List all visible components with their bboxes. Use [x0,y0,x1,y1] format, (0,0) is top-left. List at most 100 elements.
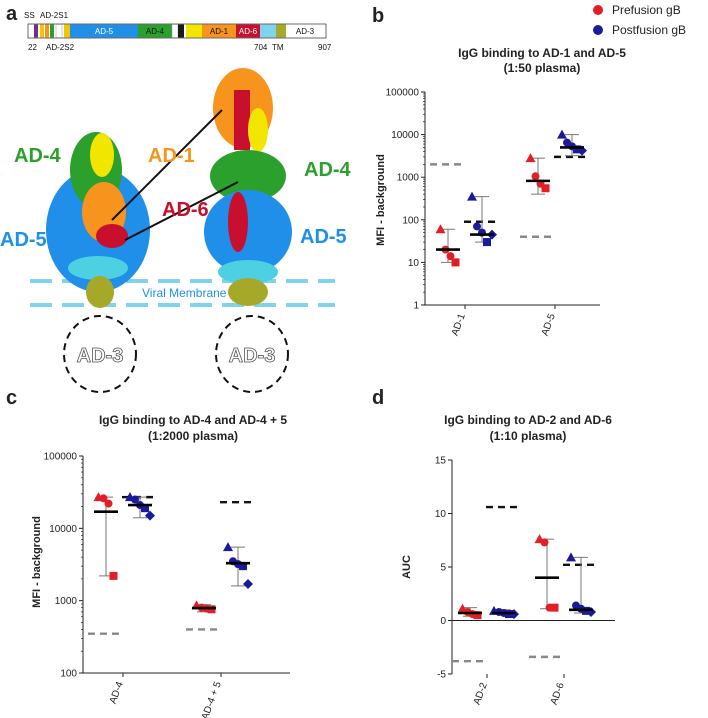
chart-d-xtick-label: AD-6 [549,681,567,707]
chart-b-point [531,172,540,181]
chart-d: IgG binding to AD-2 and AD-6 (1:10 plasm… [401,413,615,706]
legend-marker-postfusion [593,25,603,35]
chart-b-subtitle: (1:50 plasma) [504,61,581,75]
domain-seg-ad5 [70,24,138,38]
domain-label-tm: TM [272,43,284,52]
panel-label-d: d [372,387,384,409]
chart-b-point [541,184,550,193]
domain-label-ss: SS [24,11,35,20]
domain-label-907: 907 [318,43,332,52]
chart-b-ytick-label: 1000 [397,173,420,184]
chart-b-point [473,222,481,231]
post-red-stalk [234,90,250,150]
left-label-ad5: AD-5 [0,229,47,251]
chart-c-ytick-label: 100 [60,669,77,680]
domain-seg-yellow-a [64,24,70,38]
chart-b-point [483,238,491,247]
chart-d-point [566,552,576,562]
post-ad5-body [204,190,292,274]
post-ad4-body [210,150,286,202]
chart-b-point [451,258,460,267]
chart-c-point [239,562,247,571]
chart-b-xtick-label: AD-1 [450,312,468,338]
domain-seg-ad5-label: AD-5 [95,27,114,36]
chart-c: IgG binding to AD-4 and AD-4 + 5 (1:2000… [31,413,290,718]
domain-seg-ad2s2 [171,24,179,38]
chart-d-ytick-label: 15 [435,456,447,467]
pre-yellow-core [90,133,114,177]
domain-seg-ad4-label: AD-4 [146,27,165,36]
chart-d-ytick-label: 5 [440,563,446,574]
domain-seg-small-2 [45,24,49,38]
chart-d-subtitle: (1:10 plasma) [490,429,567,443]
domain-label-22: 22 [28,43,37,52]
chart-c-point [104,499,113,508]
chart-c-point [223,542,233,552]
domain-seg-ad4 [138,24,172,38]
legend: Prefusion gB Postfusion gB [593,3,686,37]
domain-label-704: 704 [254,43,268,52]
chart-b: IgG binding to AD-1 and AD-5 (1:50 plasm… [375,46,626,337]
chart-d-point [540,538,549,547]
panel-label-c: c [6,387,17,409]
chart-b-ytick-label: 10 [408,258,420,269]
domain-seg-ad3-label: AD-3 [296,27,315,36]
chart-b-ytick-label: 100 [402,215,419,226]
domain-seg-ad6 [236,24,260,38]
post-ad6-body [228,192,248,252]
left-label-ad4: AD-4 [14,145,62,167]
chart-c-point [131,495,139,504]
chart-b-ytick-label: 1 [413,301,419,312]
domain-seg-dark [178,24,184,38]
chart-c-subtitle: (1:2000 plasma) [148,429,238,443]
chart-c-xtick-label: AD-4 [108,680,126,706]
chart-c-ytick-label: 100000 [44,452,78,463]
domain-seg-ss [34,24,38,38]
domain-seg-ad1-label: AD-1 [210,27,229,36]
pointer-line-ad1 [111,109,223,221]
pre-tm-body [86,276,114,308]
structure-illustration: Viral Membrane AD-4 A [0,68,352,393]
chart-c-title: IgG binding to AD-4 and AD-4 + 5 [99,413,287,427]
domain-label-ad2s2: AD-2S2 [46,43,75,52]
chart-b-point [467,191,477,201]
chart-d-ytick-label: 0 [440,616,446,627]
chart-b-xtick-label: AD-5 [540,312,558,338]
chart-b-point [525,153,536,163]
panel-label-b: b [372,5,384,27]
chart-c-ylabel: MFI - background [31,516,43,608]
post-ad3-circle [215,315,289,393]
pre-cyan-body [68,256,128,280]
chart-d-ylabel: AUC [401,555,413,579]
chart-c-ytick-label: 10000 [49,524,77,535]
postfusion-structure [204,68,292,393]
chart-c-ytick-label: 1000 [55,596,78,607]
right-label-ad6: AD-6 [162,199,209,221]
chart-c-point [145,510,155,521]
post-tm-body [228,278,268,306]
legend-label-prefusion: Prefusion gB [612,3,681,17]
right-label-ad4: AD-4 [304,159,352,181]
chart-c-xtick-label: AD-4 + 5 [200,680,224,718]
chart-b-ytick-label: 100000 [386,88,420,99]
chart-d-point [473,611,482,620]
post-cyan-body [218,260,278,284]
chart-b-point [435,224,446,234]
domain-seg-small-3 [50,24,54,38]
domain-map: SS AD-2S1 AD-5 AD-4 AD-1 AD-6 AD-3 22 AD… [24,11,332,52]
pointer-line-ad6 [124,181,239,241]
panel-label-a: a [6,3,18,25]
domain-seg-ad2s1 [55,24,63,38]
chart-d-title: IgG binding to AD-2 and AD-6 [444,413,612,427]
domain-seg-cyan [260,24,276,38]
right-label-ad3: AD-3 [229,345,276,367]
chart-d-point [550,603,559,612]
left-label-ad1: AD-1 [148,145,195,167]
membrane-label: Viral Membrane [142,286,227,300]
chart-c-point [141,504,149,513]
chart-d-ytick-label: -5 [437,670,446,681]
domain-seg-small-1 [40,24,44,38]
domain-label-ad2s1: AD-2S1 [40,11,69,20]
left-label-ad3: AD-3 [77,345,124,367]
